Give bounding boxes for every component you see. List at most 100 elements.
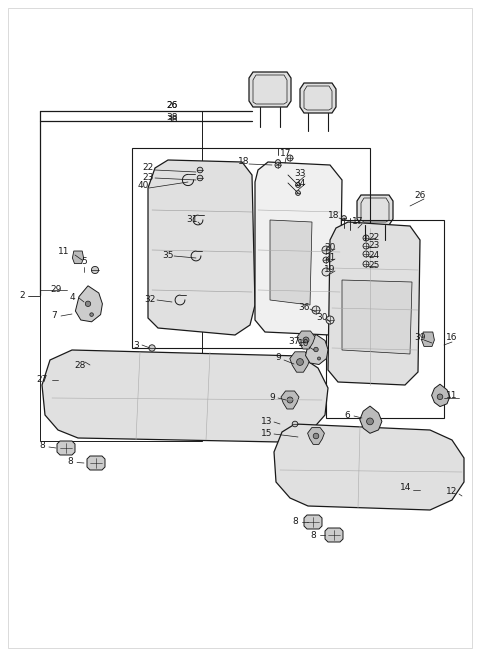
Polygon shape: [305, 335, 328, 365]
Polygon shape: [308, 428, 324, 444]
Bar: [326, 220, 444, 418]
Text: 38: 38: [166, 115, 178, 123]
Text: 18: 18: [238, 157, 250, 167]
Text: 32: 32: [144, 295, 156, 304]
Circle shape: [90, 313, 94, 316]
Polygon shape: [75, 286, 102, 322]
Text: 26: 26: [166, 102, 178, 110]
Polygon shape: [72, 251, 84, 264]
Text: 18: 18: [328, 211, 340, 220]
Circle shape: [313, 433, 319, 439]
Text: 8: 8: [292, 518, 298, 527]
Circle shape: [296, 182, 300, 188]
Text: 22: 22: [368, 232, 380, 241]
Text: 6: 6: [344, 411, 350, 420]
Text: 27: 27: [36, 375, 48, 384]
Polygon shape: [297, 331, 315, 349]
Text: 14: 14: [400, 483, 412, 493]
Polygon shape: [57, 441, 75, 455]
Text: 22: 22: [143, 163, 154, 173]
Polygon shape: [270, 220, 312, 305]
Text: 33: 33: [294, 169, 306, 178]
Polygon shape: [304, 515, 322, 529]
Circle shape: [323, 257, 329, 263]
Text: 39: 39: [414, 333, 426, 342]
Text: 7: 7: [51, 312, 57, 321]
Text: 23: 23: [368, 241, 380, 251]
Text: 10: 10: [298, 340, 310, 348]
Polygon shape: [148, 160, 255, 335]
Circle shape: [292, 421, 298, 427]
Circle shape: [317, 357, 321, 360]
Circle shape: [276, 159, 280, 165]
Text: 30: 30: [316, 314, 328, 323]
Polygon shape: [432, 384, 450, 407]
Polygon shape: [360, 406, 382, 434]
Circle shape: [303, 337, 309, 343]
Circle shape: [287, 397, 293, 403]
Text: 8: 8: [67, 457, 73, 466]
Circle shape: [326, 316, 334, 324]
Text: 16: 16: [446, 333, 458, 342]
Circle shape: [197, 167, 203, 173]
Bar: [132, 148, 370, 348]
Circle shape: [314, 347, 318, 352]
Text: 12: 12: [446, 487, 458, 497]
Circle shape: [363, 235, 369, 241]
Text: 13: 13: [261, 417, 273, 426]
Text: 5: 5: [81, 258, 87, 266]
Polygon shape: [249, 72, 291, 107]
Text: 8: 8: [39, 441, 45, 451]
Text: 24: 24: [368, 251, 380, 260]
Text: 28: 28: [74, 361, 86, 369]
Text: 29: 29: [50, 285, 62, 295]
Text: 9: 9: [269, 394, 275, 403]
Circle shape: [363, 243, 369, 249]
Polygon shape: [357, 195, 393, 225]
Polygon shape: [255, 162, 342, 335]
Text: 17: 17: [280, 150, 292, 159]
Circle shape: [363, 261, 369, 267]
Text: 26: 26: [414, 192, 426, 201]
Circle shape: [437, 394, 443, 400]
Circle shape: [322, 268, 330, 276]
Circle shape: [275, 162, 281, 168]
Polygon shape: [421, 332, 434, 346]
Circle shape: [322, 246, 330, 254]
Text: 37: 37: [288, 337, 300, 346]
Polygon shape: [42, 350, 328, 442]
Text: 25: 25: [368, 260, 380, 270]
Text: 8: 8: [310, 531, 316, 539]
Polygon shape: [87, 456, 105, 470]
Text: 20: 20: [324, 243, 336, 253]
Polygon shape: [281, 391, 299, 409]
Text: 9: 9: [275, 354, 281, 363]
Text: 38: 38: [166, 113, 178, 123]
Text: 31: 31: [186, 216, 198, 224]
Text: 23: 23: [142, 173, 154, 182]
Circle shape: [85, 301, 91, 306]
Text: 11: 11: [446, 392, 458, 401]
Polygon shape: [274, 424, 464, 510]
Text: 34: 34: [294, 178, 306, 188]
Circle shape: [312, 306, 320, 314]
Text: 26: 26: [166, 102, 178, 110]
Text: 35: 35: [162, 251, 174, 260]
Circle shape: [297, 359, 303, 365]
Text: 40: 40: [137, 182, 149, 190]
Circle shape: [149, 345, 155, 351]
Circle shape: [367, 418, 373, 425]
Text: 11: 11: [58, 247, 70, 256]
Polygon shape: [342, 280, 412, 354]
Text: 2: 2: [19, 291, 25, 300]
Polygon shape: [328, 222, 420, 385]
Polygon shape: [300, 83, 336, 113]
Text: 36: 36: [298, 304, 310, 312]
Circle shape: [287, 155, 293, 161]
Circle shape: [363, 251, 369, 257]
Bar: [40, 111, 202, 441]
Text: 3: 3: [133, 340, 139, 350]
Circle shape: [91, 266, 98, 274]
Circle shape: [197, 175, 203, 181]
Text: 21: 21: [324, 253, 336, 262]
